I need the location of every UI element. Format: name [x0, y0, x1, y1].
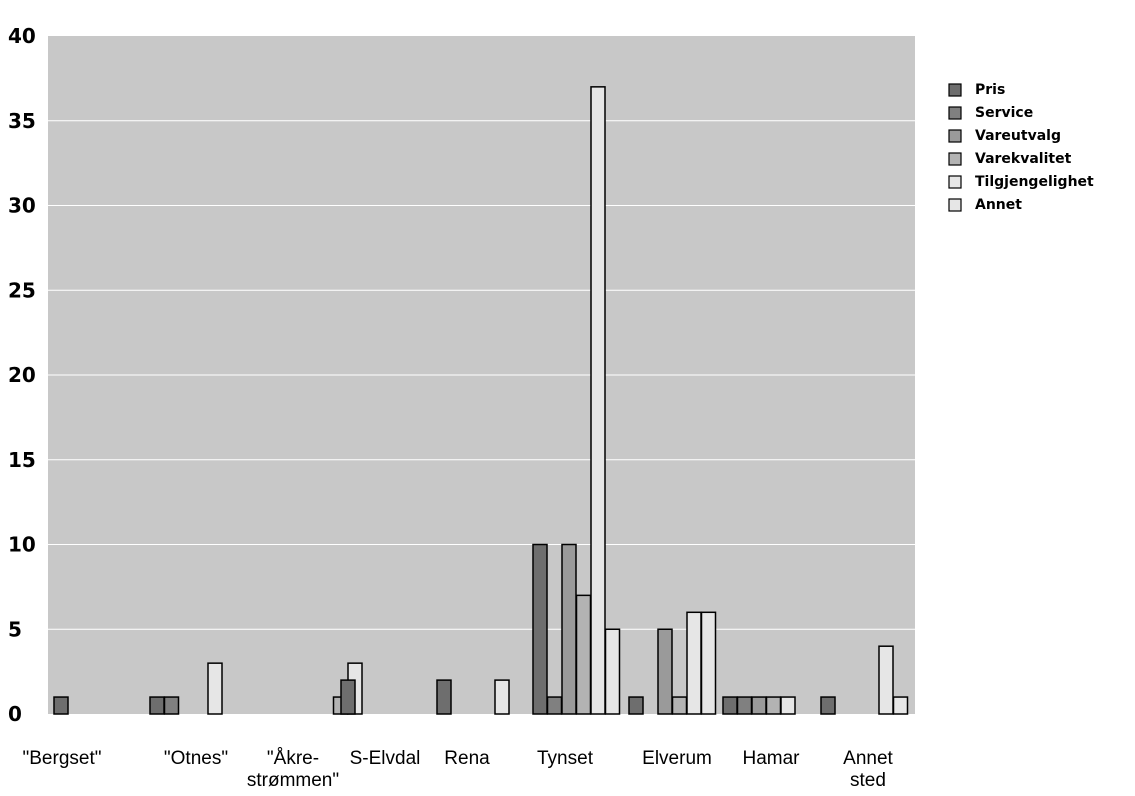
bar	[546, 696, 563, 715]
x-category-label: "Otnes"	[164, 748, 228, 769]
bar	[765, 696, 782, 715]
x-category-label: S-Elvdal	[350, 748, 421, 769]
legend-swatch	[948, 175, 962, 189]
legend-swatch	[948, 106, 962, 120]
legend-label: Vareutvalg	[975, 128, 1061, 144]
legend-swatch	[948, 83, 962, 97]
bar	[340, 679, 356, 715]
x-category-label: "Bergset"	[23, 748, 102, 769]
bar	[53, 696, 69, 715]
legend-label: Service	[975, 105, 1033, 121]
x-category-label: Rena	[444, 748, 490, 769]
x-category-label: Elverum	[642, 748, 712, 769]
bar	[878, 645, 894, 715]
bar	[671, 696, 688, 715]
y-tick-label: 40	[8, 24, 36, 48]
bar	[494, 679, 510, 715]
legend-swatch	[948, 198, 962, 212]
bar	[722, 696, 738, 715]
bars	[53, 86, 909, 715]
x-axis-category-labels: "Bergset" "Otnes" "Åkre-strømmen" S-Elvdal R…	[23, 748, 894, 791]
y-tick-label: 10	[8, 533, 36, 557]
x-category-label: Tynset	[537, 748, 594, 769]
bar	[657, 628, 673, 715]
legend: Pris Service Vareutvalg Varekvalitet Tilgjen…	[948, 82, 1094, 213]
bar	[149, 696, 165, 715]
legend-label: Tilgjengelighet	[975, 174, 1094, 190]
bar	[700, 611, 717, 715]
legend-label: Pris	[975, 82, 1005, 98]
bar	[628, 696, 644, 715]
legend-label: Varekvalitet	[975, 151, 1072, 167]
y-tick-label: 25	[8, 278, 36, 302]
x-category-label: Annet sted	[843, 748, 893, 791]
legend-swatch	[948, 129, 962, 143]
bar	[604, 628, 621, 715]
y-axis-tick-labels: 0 5 10 15 20 25 30 35 40	[8, 24, 36, 726]
x-category-label: "Åkre-strømmen"	[247, 748, 339, 791]
bar	[780, 696, 796, 715]
bar	[820, 696, 836, 715]
bar	[207, 662, 223, 715]
y-tick-label: 15	[8, 448, 36, 472]
x-category-label: Hamar	[742, 748, 800, 769]
legend-label: Annet	[975, 197, 1022, 213]
y-tick-label: 5	[8, 617, 22, 641]
y-tick-label: 0	[8, 702, 22, 726]
bar	[892, 696, 909, 715]
bar	[561, 543, 577, 715]
bar	[736, 696, 753, 715]
bar	[436, 679, 452, 715]
legend-swatch	[948, 152, 962, 166]
bar	[590, 86, 606, 715]
bar	[686, 611, 702, 715]
bar	[751, 696, 767, 715]
y-tick-label: 20	[8, 363, 36, 387]
bar	[575, 594, 592, 715]
y-tick-label: 35	[8, 109, 36, 133]
bar	[163, 696, 180, 715]
gridlines	[48, 120, 915, 630]
bar	[532, 543, 548, 715]
y-tick-label: 30	[8, 194, 36, 218]
